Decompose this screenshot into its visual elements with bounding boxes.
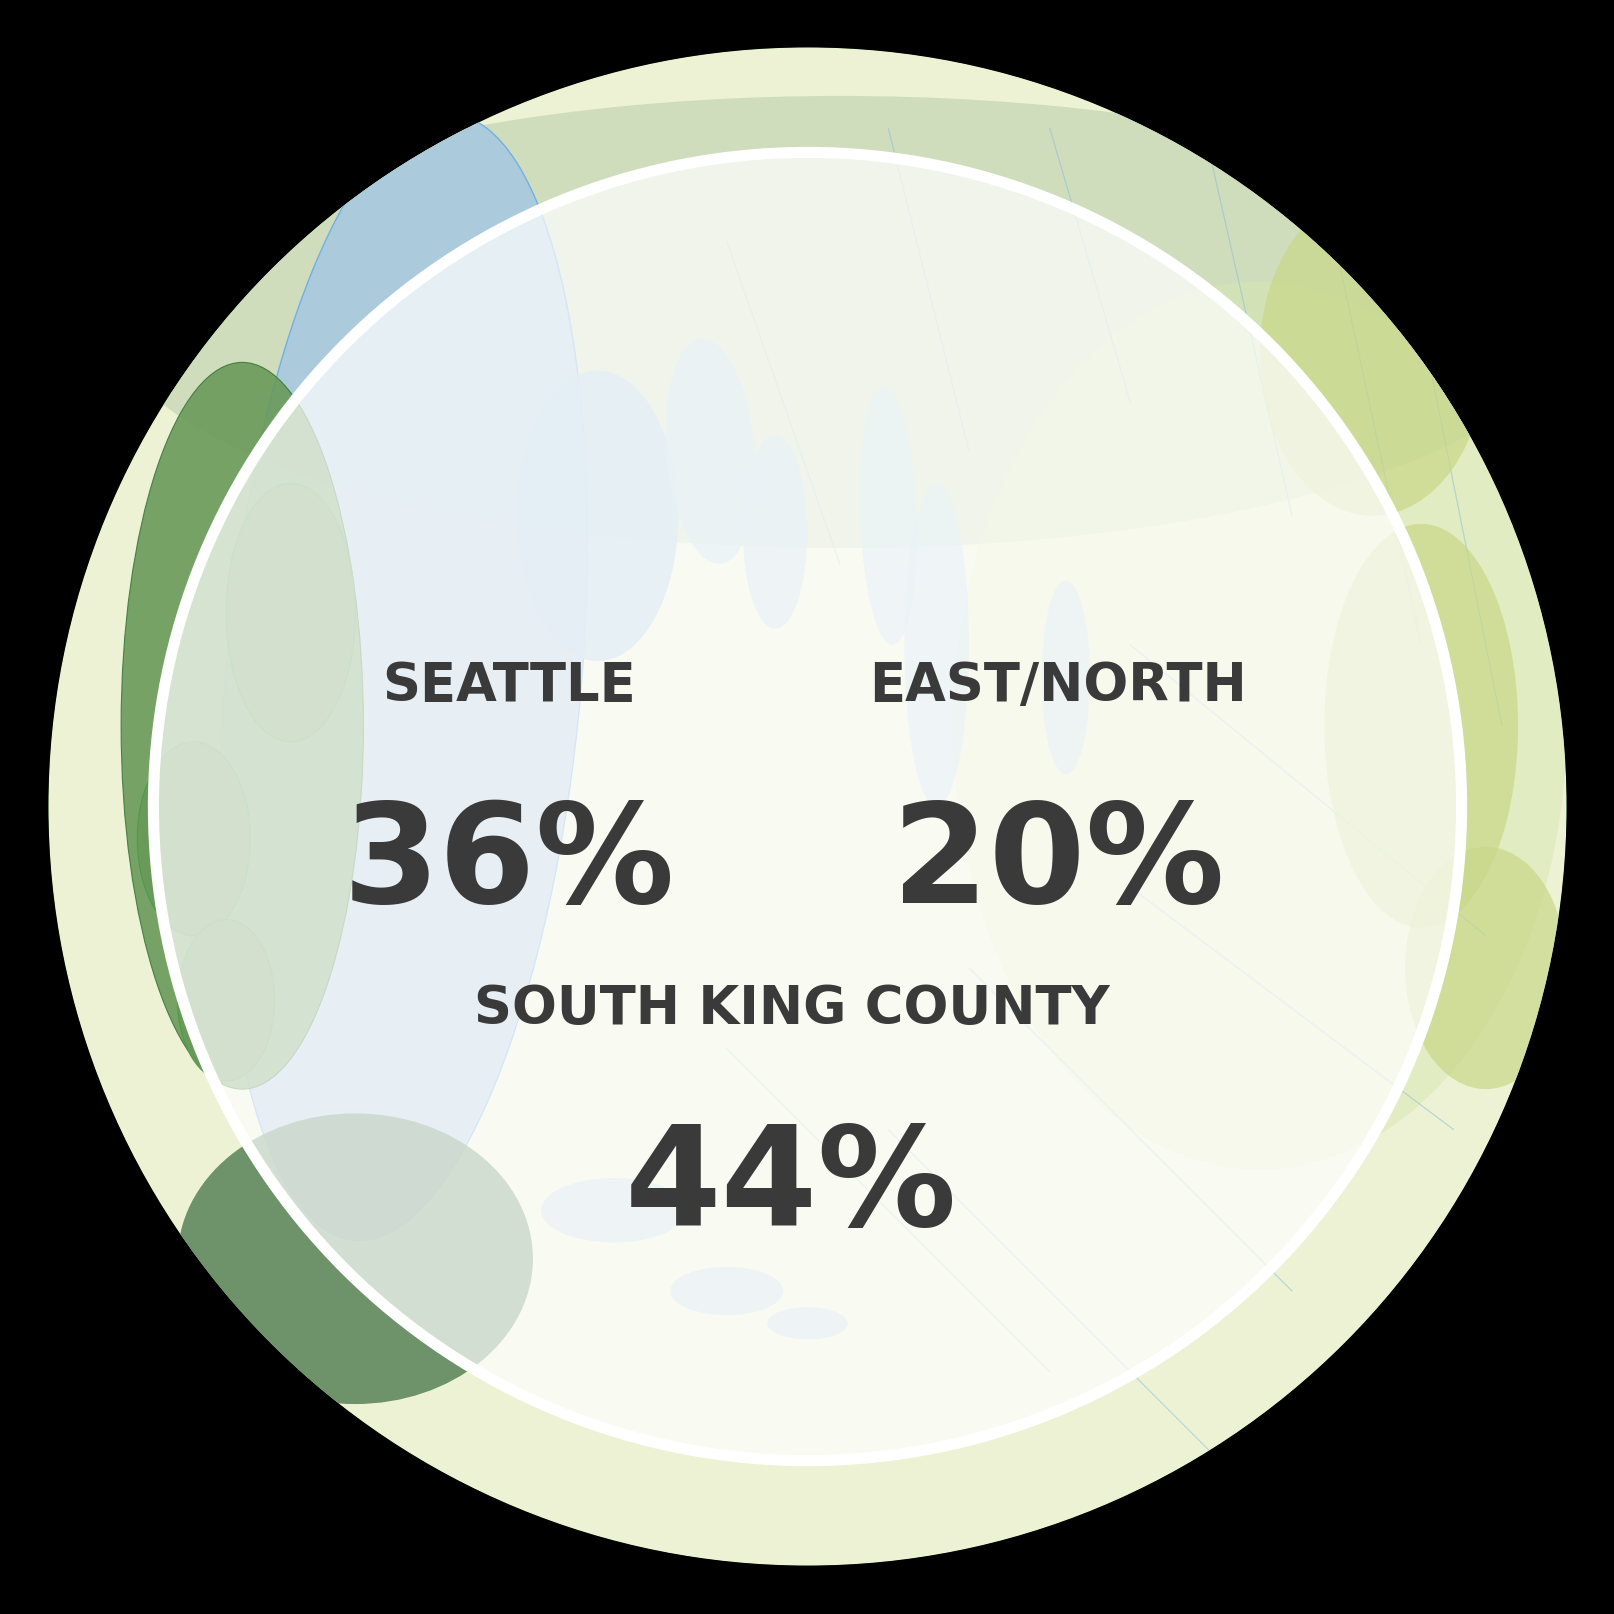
Ellipse shape (541, 1178, 686, 1243)
Text: SOUTH KING COUNTY: SOUTH KING COUNTY (473, 983, 1109, 1035)
Ellipse shape (226, 484, 355, 742)
Ellipse shape (516, 371, 678, 662)
Text: 20%: 20% (891, 796, 1223, 931)
Text: 44%: 44% (625, 1119, 957, 1254)
Circle shape (158, 158, 1456, 1456)
Text: 36%: 36% (342, 796, 675, 931)
Ellipse shape (670, 1267, 783, 1315)
Ellipse shape (121, 363, 363, 1089)
Ellipse shape (113, 97, 1566, 549)
Ellipse shape (952, 282, 1566, 1170)
Ellipse shape (1259, 194, 1485, 516)
Ellipse shape (859, 387, 917, 646)
Text: SEATTLE: SEATTLE (381, 660, 636, 712)
Circle shape (48, 48, 1566, 1566)
Ellipse shape (665, 339, 755, 565)
Ellipse shape (767, 1307, 847, 1340)
Ellipse shape (1041, 581, 1089, 775)
Ellipse shape (1404, 847, 1566, 1089)
Ellipse shape (178, 1114, 533, 1404)
Ellipse shape (1323, 525, 1517, 928)
Ellipse shape (178, 920, 274, 1081)
Circle shape (48, 48, 1566, 1566)
Ellipse shape (220, 115, 587, 1241)
Ellipse shape (137, 742, 250, 936)
Ellipse shape (904, 484, 968, 807)
Ellipse shape (742, 436, 807, 629)
Text: EAST/NORTH: EAST/NORTH (868, 660, 1246, 712)
